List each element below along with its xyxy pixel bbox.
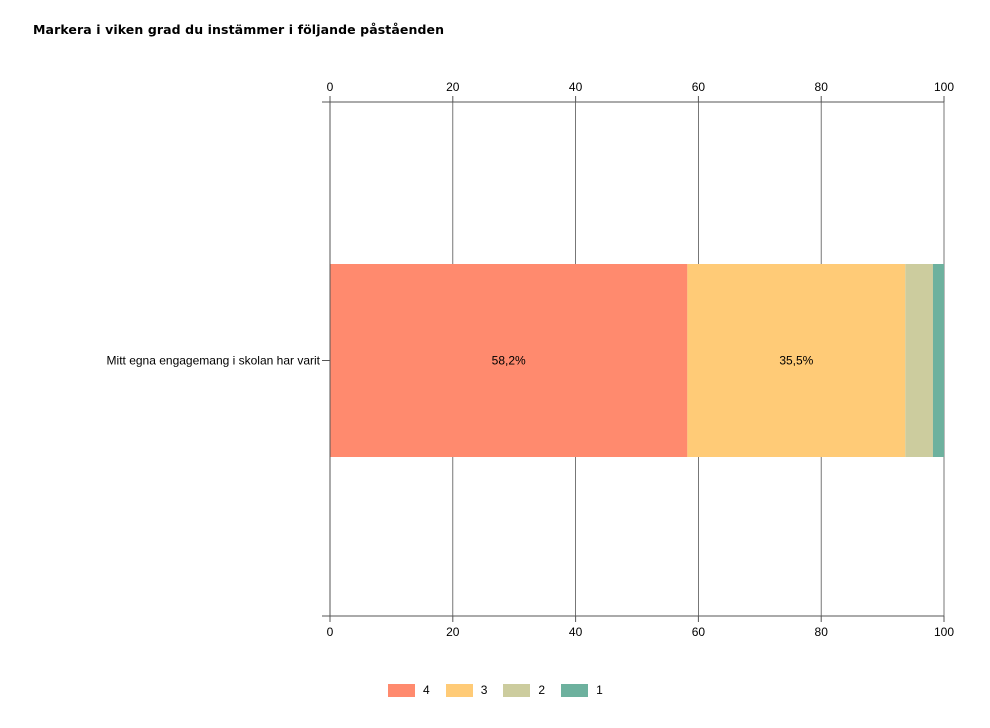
bar-segment-4 — [330, 264, 688, 457]
legend-item-4[interactable]: 4 — [388, 683, 430, 697]
legend-swatch-1 — [561, 683, 589, 697]
x-tick-label-bottom-0: 0 — [327, 625, 334, 639]
legend-item-3[interactable]: 3 — [445, 683, 488, 697]
legend-swatch-3 — [445, 683, 473, 697]
x-tick-label-bottom-80: 80 — [815, 625, 829, 639]
x-tick-label-bottom-100: 100 — [934, 625, 954, 639]
x-tick-label-top-80: 80 — [815, 80, 829, 94]
bar-segment-3 — [687, 264, 906, 457]
category-label: Mitt egna engagemang i skolan har varit — [107, 354, 321, 368]
bar-segment-2 — [905, 264, 933, 457]
legend-label-3: 3 — [480, 683, 488, 697]
x-tick-label-bottom-60: 60 — [692, 625, 706, 639]
data-label-3: 35,5% — [779, 354, 813, 368]
legend-label-1: 1 — [596, 683, 603, 697]
chart-plot: 0 0 20 20 40 40 60 60 80 80 100 100 58,2% 35,5% Mitt e… — [107, 80, 955, 639]
x-tick-label-top-0: 0 — [327, 80, 334, 94]
legend-swatch-4 — [388, 683, 415, 697]
chart-legend: 4 3 2 1 — [388, 683, 619, 697]
legend-label-4: 4 — [423, 683, 430, 697]
bar-segment-1 — [932, 264, 944, 457]
x-tick-label-top-100: 100 — [934, 80, 954, 94]
x-tick-label-bottom-20: 20 — [446, 625, 460, 639]
legend-label-2: 2 — [538, 683, 546, 697]
legend-item-1[interactable]: 1 — [561, 683, 603, 697]
legend-item-2[interactable]: 2 — [503, 683, 545, 697]
x-tick-label-top-40: 40 — [569, 80, 583, 94]
x-tick-label-top-60: 60 — [692, 80, 706, 94]
x-tick-label-bottom-40: 40 — [569, 625, 583, 639]
data-label-4: 58,2% — [492, 354, 526, 368]
legend-swatch-2 — [503, 683, 531, 697]
chart-title: Markera i viken grad du instämmer i följ… — [33, 22, 445, 37]
x-tick-label-top-20: 20 — [446, 80, 460, 94]
